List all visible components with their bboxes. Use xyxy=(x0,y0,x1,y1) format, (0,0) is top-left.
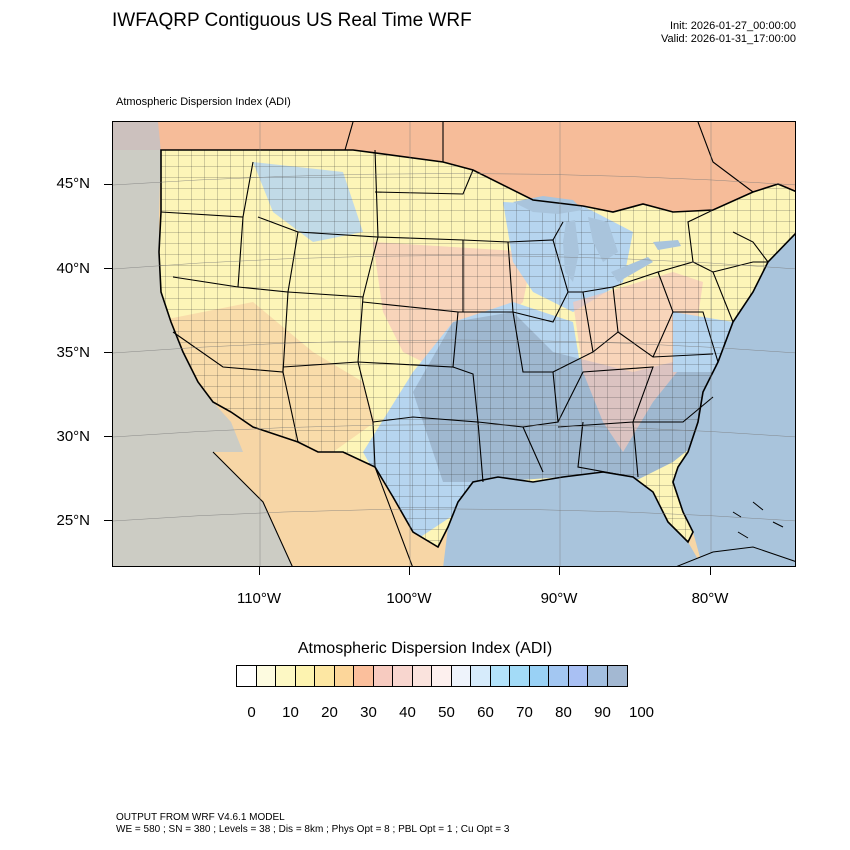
lon-label-90w: 90°W xyxy=(540,590,578,607)
colorbar-label: 80 xyxy=(555,704,572,721)
colorbar-box xyxy=(549,666,569,686)
colorbar-label: 100 xyxy=(628,704,655,721)
lon-label-110w: 110°W xyxy=(236,590,282,607)
colorbar-box xyxy=(334,666,354,686)
atlantic-ocean xyxy=(673,234,795,566)
colorbar-box xyxy=(451,666,471,686)
lon-tick xyxy=(259,567,260,575)
colorbar-label: 10 xyxy=(282,704,299,721)
colorbar-label: 0 xyxy=(247,704,256,721)
international-borders xyxy=(212,122,754,566)
colorbar-box xyxy=(256,666,276,686)
lon-tick xyxy=(559,567,560,575)
lat-label-45n: 45°N xyxy=(56,175,90,192)
graticule xyxy=(113,122,795,566)
colorbar-title: Atmospheric Dispersion Index (ADI) xyxy=(297,640,553,657)
lat-label-35n: 35°N xyxy=(56,344,90,361)
lon-label-100w: 100°W xyxy=(386,590,432,607)
colorbar-label: 20 xyxy=(321,704,338,721)
colorbar-box xyxy=(510,666,530,686)
lat-label-30n: 30°N xyxy=(56,428,90,445)
model-info-line1: OUTPUT FROM WRF V4.6.1 MODEL xyxy=(116,812,285,823)
colorbar-label: 60 xyxy=(477,704,494,721)
colorbar-label: 70 xyxy=(516,704,533,721)
colorbar-box xyxy=(568,666,588,686)
map-panel xyxy=(112,121,796,567)
colorbar-label: 90 xyxy=(594,704,611,721)
colorbar-box xyxy=(471,666,491,686)
map-field-label: Atmospheric Dispersion Index (ADI) xyxy=(116,96,291,108)
canada-region xyxy=(113,122,795,212)
lon-tick xyxy=(710,567,711,575)
lon-label-80w: 80°W xyxy=(691,590,729,607)
colorbar-label: 30 xyxy=(360,704,377,721)
colorbar-box xyxy=(276,666,296,686)
colorbar-box xyxy=(237,666,257,686)
colorbar-box xyxy=(393,666,413,686)
cuba-island xyxy=(676,546,795,566)
colorbar-box xyxy=(412,666,432,686)
state-boundaries xyxy=(160,149,769,483)
colorbar-box xyxy=(588,666,608,686)
lake-michigan xyxy=(563,220,579,282)
lake-huron xyxy=(588,217,618,262)
us-outline xyxy=(158,149,795,549)
gulf-of-mexico xyxy=(443,472,702,566)
lake-ontario xyxy=(653,240,681,250)
lake-superior xyxy=(513,196,583,214)
colorbar xyxy=(236,665,628,687)
colorbar-box xyxy=(529,666,549,686)
lat-label-25n: 25°N xyxy=(56,512,90,529)
colorbar-box xyxy=(315,666,335,686)
colorbar-box xyxy=(295,666,315,686)
colorbar-box xyxy=(432,666,452,686)
lat-tick xyxy=(104,268,112,269)
lat-tick xyxy=(104,520,112,521)
lat-label-40n: 40°N xyxy=(56,260,90,277)
map-canvas xyxy=(113,122,795,566)
plot-title: IWFAQRP Contiguous US Real Time WRF xyxy=(112,10,472,31)
model-info-line2: WE = 580 ; SN = 380 ; Levels = 38 ; Dis … xyxy=(116,824,510,835)
lon-tick xyxy=(409,567,410,575)
bahamas-islands xyxy=(732,501,784,539)
init-time: Init: 2026-01-27_00:00:00 xyxy=(670,20,796,32)
colorbar-box xyxy=(354,666,374,686)
valid-time: Valid: 2026-01-31_17:00:00 xyxy=(661,33,796,45)
colorbar-box xyxy=(607,666,627,686)
colorbar-label: 40 xyxy=(399,704,416,721)
lat-tick xyxy=(104,436,112,437)
lat-tick xyxy=(104,184,112,185)
colorbar-box xyxy=(490,666,510,686)
colorbar-label: 50 xyxy=(438,704,455,721)
lat-tick xyxy=(104,352,112,353)
lake-erie xyxy=(611,257,653,282)
colorbar-box xyxy=(373,666,393,686)
mexico-region xyxy=(213,452,443,566)
pacific-ocean xyxy=(113,122,293,566)
